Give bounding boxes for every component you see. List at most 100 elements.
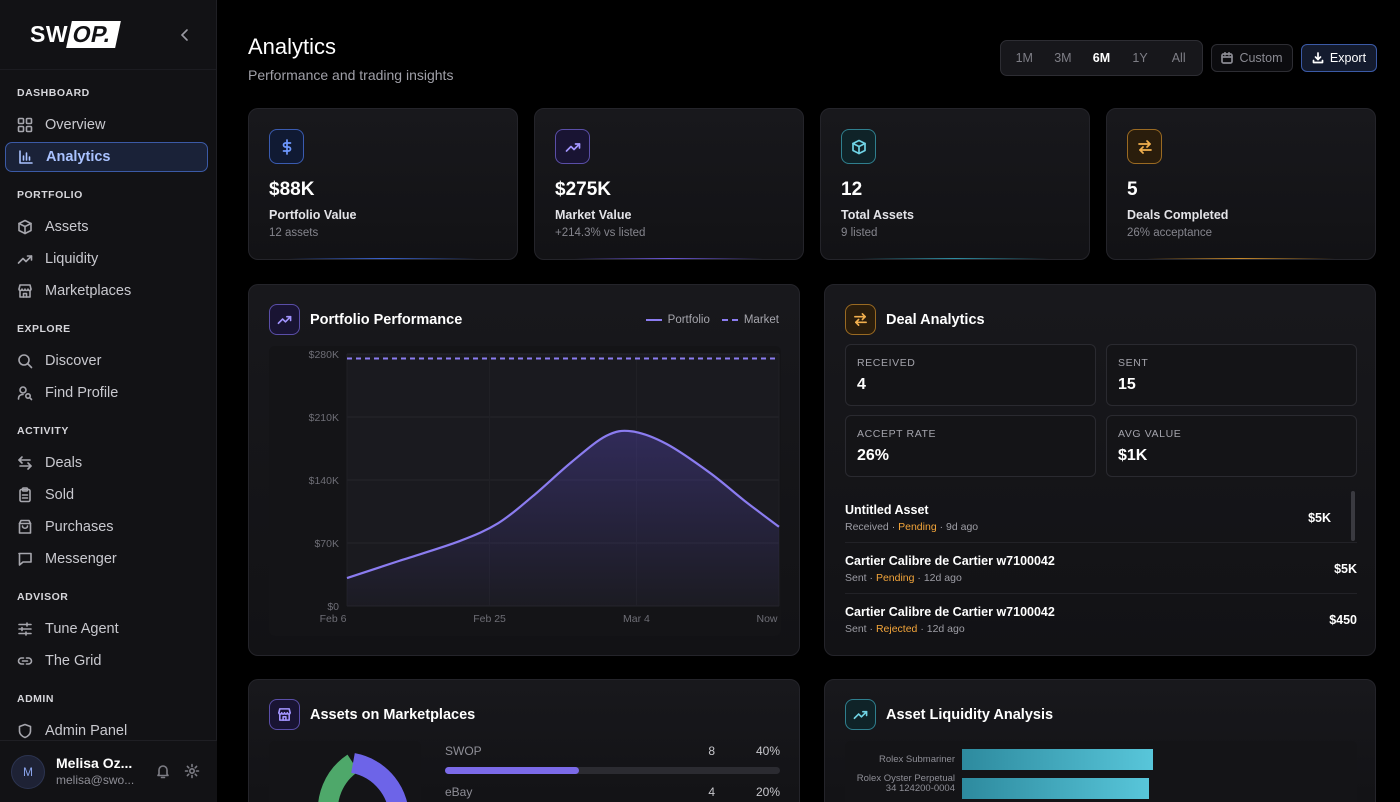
liquidity-chart-area: Rolex Submariner Rolex Oyster Perpetual … [845,741,1357,802]
range-1m-button[interactable]: 1M [1015,51,1033,65]
download-icon [1312,52,1324,64]
sidebar-item-marketplaces[interactable]: Marketplaces [5,276,208,306]
sidebar-item-assets[interactable]: Assets [5,212,208,242]
sidebar-item-label: Messenger [45,551,117,567]
store-icon [18,284,32,298]
nav-section-activity: ACTIVITY [17,425,69,437]
export-button[interactable]: Export [1301,44,1377,72]
chevron-left-icon[interactable] [176,26,194,44]
marketplace-name: SWOP [445,744,482,758]
sidebar-item-messenger[interactable]: Messenger [5,544,208,574]
sidebar-item-discover[interactable]: Discover [5,346,208,376]
stat-card-deals-completed: 5 Deals Completed 26% acceptance [1106,108,1376,260]
range-3m-button[interactable]: 3M [1054,51,1072,65]
sidebar-item-label: Deals [45,455,83,471]
range-all-button[interactable]: All [1171,51,1186,65]
avatar: M [11,754,45,789]
sidebar-item-analytics[interactable]: Analytics [5,142,208,172]
range-6m-button[interactable]: 6M [1092,51,1111,65]
deals-scrollbar[interactable] [1351,491,1355,541]
sidebar-item-the-grid[interactable]: The Grid [5,646,208,676]
liquidity-bar [962,749,1153,770]
swap-icon [854,313,867,326]
legend-item-portfolio[interactable]: Portfolio [645,314,710,326]
custom-range-button[interactable]: Custom [1211,44,1293,72]
bell-icon[interactable] [155,763,171,779]
nav-section-advisor: ADVISOR [17,591,69,603]
sidebar-item-sold[interactable]: Sold [5,480,208,510]
divider [845,542,1357,543]
sidebar-item-find-profile[interactable]: Find Profile [5,378,208,408]
nav-section-admin: ADMIN [17,693,54,705]
sidebar-item-admin-panel[interactable]: Admin Panel [5,716,208,746]
deal-analytics-panel: Deal Analytics RECEIVED 4 SENT 15 ACCEPT… [824,284,1376,656]
sidebar-item-overview[interactable]: Overview [5,110,208,140]
swap-icon [18,456,32,470]
y-tick-label: $140K [309,475,339,487]
trending-up-icon [17,255,33,264]
sidebar-item-label: Assets [45,219,89,235]
deal-amount: $450 [1329,613,1357,627]
card-glow [575,258,763,259]
deal-row[interactable]: Untitled Asset Received · Pending · 9d a… [845,503,1341,553]
sidebar: SW OP. DASHBOARD Overview Analytics PORTF… [0,0,217,802]
trending-up-icon [853,710,868,720]
message-icon [18,552,32,566]
card-glow [861,258,1049,259]
marketplace-count: 4 [708,785,715,799]
grid-icon [17,117,33,133]
donut-slice-ebay [318,754,359,802]
deal-stat-value: 26% [857,447,890,464]
legend-label: Market [743,314,779,326]
deal-meta: Sent · Rejected · 12d ago [845,623,965,635]
nav-section-dashboard: DASHBOARD [17,87,90,99]
stat-label: Market Value [555,208,632,222]
stat-sub: +214.3% vs listed [555,227,646,239]
page-subtitle: Performance and trading insights [248,67,454,83]
sidebar-item-label: Overview [45,117,106,133]
status-badge: Pending [875,572,915,584]
deal-stat-label: SENT [1118,357,1149,369]
stat-value: $88K [269,179,315,200]
sidebar-item-liquidity[interactable]: Liquidity [5,244,208,274]
swap-icon [1137,139,1152,154]
logo-row: SW OP. [0,0,216,70]
marketplace-donut [318,753,408,802]
deal-amount: $5K [1334,562,1357,576]
stat-card-total-assets: 12 Total Assets 9 listed [820,108,1090,260]
stat-sub: 9 listed [841,227,878,239]
export-label: Export [1329,51,1367,65]
sidebar-item-label: Admin Panel [45,723,128,739]
stat-value: 12 [841,179,863,200]
panel-title: Assets on Marketplaces [310,706,476,723]
deal-amount: $5K [1308,511,1331,525]
sidebar-item-label: The Grid [45,653,102,669]
user-profile[interactable]: M Melisa Oz... melisa@swo... [0,740,217,802]
gear-icon[interactable] [184,763,200,779]
range-1y-button[interactable]: 1Y [1132,51,1148,65]
deal-meta: Received · Pending · 9d ago [845,521,979,533]
deal-row[interactable]: Cartier Calibre de Cartier w7100042 Sent… [845,605,1357,655]
sidebar-item-tune-agent[interactable]: Tune Agent [5,614,208,644]
card-glow [1147,258,1335,259]
status-badge: Pending [898,521,937,533]
deal-row[interactable]: Cartier Calibre de Cartier w7100042 Sent… [845,554,1357,604]
sidebar-item-deals[interactable]: Deals [5,448,208,478]
deal-stat-accept-rate: ACCEPT RATE 26% [845,415,1096,477]
shield-icon [18,723,32,739]
deal-stat-value: 4 [857,376,866,393]
deal-name: Untitled Asset [845,503,929,517]
deal-stat-sent: SENT 15 [1106,344,1357,406]
marketplace-pct: 40% [755,744,780,758]
panel-title: Deal Analytics [886,311,985,328]
legend-item-market[interactable]: Market [721,314,779,326]
stat-icon-box [555,129,590,164]
calendar-icon [1221,52,1234,64]
y-tick-label: $210K [309,412,339,424]
bag-icon [18,519,32,534]
sidebar-item-label: Marketplaces [45,283,132,299]
sidebar-item-purchases[interactable]: Purchases [5,512,208,542]
swop-logo[interactable]: SW OP. [30,21,122,48]
card-glow [289,258,477,259]
nav-section-explore: EXPLORE [17,323,71,335]
